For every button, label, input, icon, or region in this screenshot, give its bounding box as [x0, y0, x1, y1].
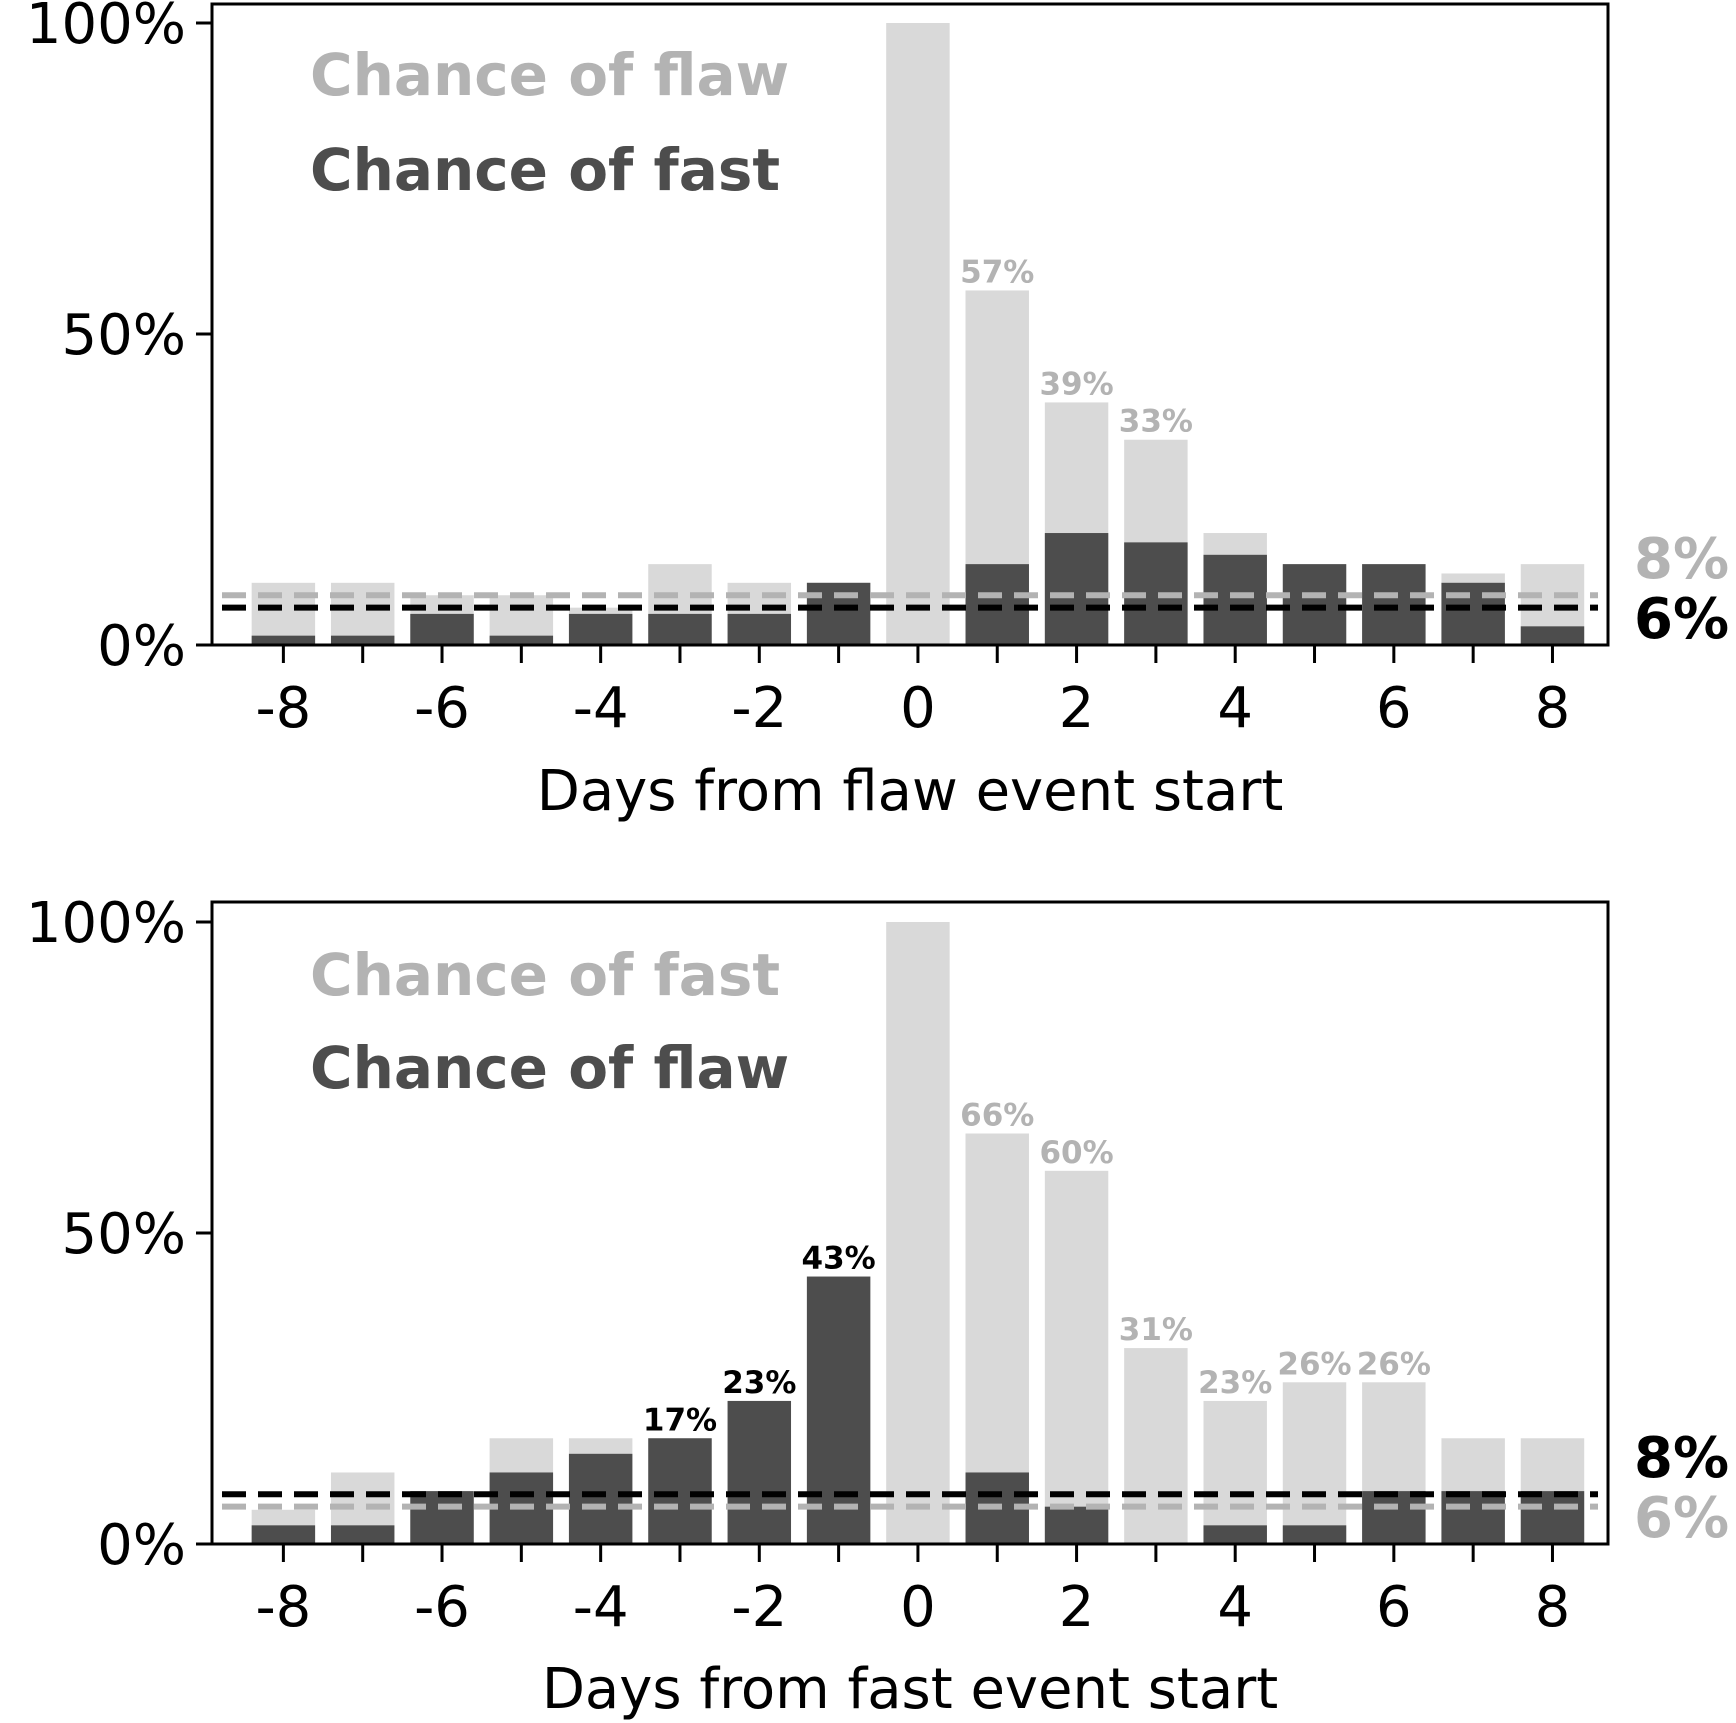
- x-tick-label: 8: [1535, 676, 1571, 741]
- bar-value-label: 43%: [802, 1241, 876, 1277]
- bar: [886, 922, 950, 1544]
- series-background: [251, 23, 1585, 645]
- bar: [1282, 1525, 1347, 1544]
- bar: [1044, 533, 1109, 645]
- bar-value-label: 33%: [1119, 404, 1193, 440]
- bar: [727, 613, 792, 645]
- legend-entry: Chance of flaw: [310, 41, 789, 109]
- bar: [1282, 564, 1347, 645]
- y-tick-label: 50%: [62, 303, 186, 368]
- bar-value-label: 23%: [1198, 1365, 1272, 1401]
- x-tick-label: -2: [731, 1575, 787, 1640]
- bar-value-label: 57%: [960, 254, 1034, 290]
- bar: [1044, 1506, 1109, 1544]
- bar: [648, 1438, 712, 1544]
- y-tick-label: 0%: [97, 1513, 186, 1578]
- bar-value-label: 39%: [1039, 366, 1113, 402]
- reference-label: 6%: [1634, 587, 1729, 652]
- y-tick-label: 50%: [62, 1202, 186, 1267]
- x-tick-label: 6: [1376, 1575, 1412, 1640]
- bar: [1362, 564, 1426, 645]
- legend-entry: Chance of flaw: [310, 1034, 789, 1102]
- bar: [489, 635, 554, 645]
- x-tick-label: 8: [1535, 1575, 1571, 1640]
- bar: [1044, 1170, 1109, 1544]
- y-tick-label: 100%: [26, 891, 186, 956]
- x-tick-label: 4: [1217, 1575, 1253, 1640]
- x-axis-title: Days from fast event start: [542, 1657, 1278, 1722]
- bar: [1203, 1400, 1267, 1544]
- x-tick-label: -6: [414, 676, 470, 741]
- bar: [410, 613, 474, 645]
- y-tick-label: 0%: [97, 614, 186, 679]
- reference-label: 6%: [1634, 1486, 1729, 1551]
- chart-panel-1: 8%6% 57% 39%33% Chance of flaw Chance of fas…: [26, 0, 1729, 824]
- bar: [806, 1276, 871, 1544]
- bar: [886, 23, 950, 645]
- bar: [1282, 1382, 1347, 1544]
- bar: [648, 613, 712, 645]
- bar: [1441, 1491, 1505, 1544]
- x-tick-label: 0: [900, 1575, 936, 1640]
- bar: [1520, 1491, 1585, 1544]
- x-tick-label: -8: [255, 676, 311, 741]
- plot-frame: [210, 2, 1610, 647]
- x-tick-label: 4: [1217, 676, 1253, 741]
- bar: [251, 1525, 316, 1544]
- x-tick-label: 2: [1059, 1575, 1095, 1640]
- x-tick-label: -4: [573, 1575, 629, 1640]
- bar: [1362, 1491, 1426, 1544]
- bar: [568, 613, 633, 645]
- plot-frame: [210, 900, 1610, 1546]
- x-tick-label: 6: [1376, 676, 1412, 741]
- y-tick-label: 100%: [26, 0, 186, 57]
- reference-label: 8%: [1634, 527, 1729, 592]
- bar: [1441, 582, 1505, 645]
- chart-panel-2: 8%6%17%23%43%66%60%31%23%26% 26%Chance of…: [26, 891, 1729, 1722]
- reference-label: 8%: [1634, 1426, 1729, 1491]
- x-tick-label: -4: [573, 676, 629, 741]
- bar: [251, 635, 316, 645]
- x-tick-label: -8: [255, 1575, 311, 1640]
- x-tick-label: -6: [414, 1575, 470, 1640]
- series-background: [251, 922, 1585, 1544]
- bar: [1520, 626, 1585, 645]
- bar: [410, 1491, 474, 1544]
- bar: [568, 1453, 633, 1544]
- bar: [1203, 554, 1267, 645]
- bar: [806, 582, 871, 645]
- bar: [1203, 1525, 1267, 1544]
- bar-value-label: 23%: [722, 1365, 796, 1401]
- bar-value-label: 31%: [1119, 1312, 1193, 1348]
- bar-value-label: 60%: [1039, 1135, 1113, 1171]
- bar-value-label: 66%: [960, 1097, 1034, 1133]
- bar: [330, 635, 395, 645]
- x-axis-title: Days from flaw event start: [537, 759, 1284, 824]
- x-tick-label: 0: [900, 676, 936, 741]
- bar: [727, 1400, 792, 1544]
- bar: [1124, 1348, 1188, 1544]
- bar-value-label: 26%: [1357, 1346, 1431, 1382]
- bar-value-label: 17%: [643, 1402, 717, 1438]
- x-tick-label: 2: [1059, 676, 1095, 741]
- bar: [965, 564, 1029, 645]
- legend-entry: Chance of fast: [310, 941, 780, 1009]
- bar: [330, 1525, 395, 1544]
- x-tick-label: -2: [731, 676, 787, 741]
- bar-value-label: 26%: [1277, 1346, 1351, 1382]
- legend-entry: Chance of fast: [310, 136, 780, 204]
